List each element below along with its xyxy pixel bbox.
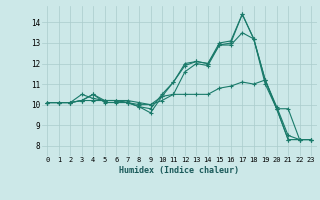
X-axis label: Humidex (Indice chaleur): Humidex (Indice chaleur): [119, 166, 239, 175]
